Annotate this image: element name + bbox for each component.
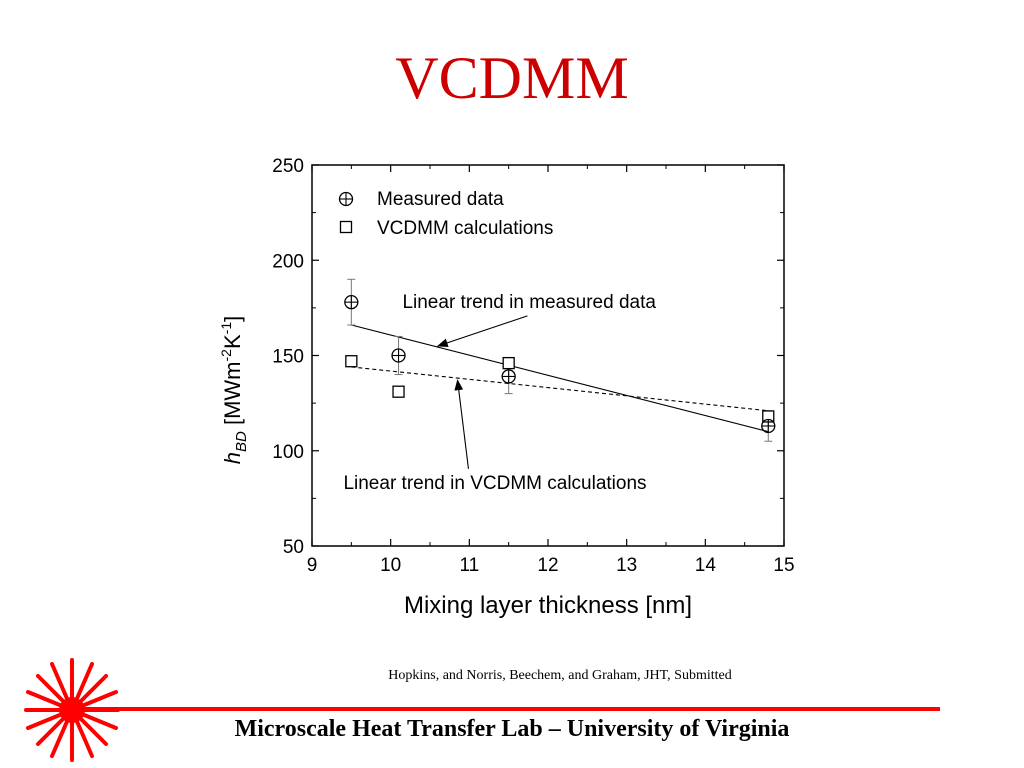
- y-tick-label: 100: [272, 442, 304, 463]
- trend-line-vcdmm: [351, 366, 769, 412]
- x-tick-label: 9: [307, 555, 318, 576]
- vcdmm-point: [345, 355, 358, 368]
- trend-line-measured: [351, 324, 769, 433]
- vcdmm-point: [392, 385, 405, 398]
- legend-label-measured: Measured data: [377, 189, 504, 210]
- citation: Hopkins, and Norris, Beechem, and Graham…: [388, 668, 732, 683]
- x-tick-label: 13: [616, 555, 637, 576]
- vcdmm-point: [502, 356, 515, 370]
- slide-title: VCDMM: [395, 45, 629, 111]
- x-tick-label: 11: [459, 555, 479, 576]
- x-tick-label: 12: [537, 555, 558, 576]
- arrow-measured-trend: [436, 315, 528, 347]
- annotation-measured-trend: Linear trend in measured data: [402, 292, 656, 313]
- legend-label-vcdmm: VCDMM calculations: [377, 218, 553, 239]
- annotation-vcdmm-trend: Linear trend in VCDMM calculations: [343, 473, 646, 494]
- footer-rule: [60, 707, 940, 711]
- legend-marker-vcdmm: [339, 220, 353, 234]
- y-axis-label: hBD [MWm-2K-1]: [218, 316, 250, 464]
- y-tick-label: 50: [283, 537, 304, 558]
- svg-text:hBD [MWm-2K-1]: hBD [MWm-2K-1]: [218, 316, 250, 464]
- red-sunburst-logo-icon: [24, 658, 120, 762]
- y-tick-label: 150: [272, 347, 304, 368]
- footer-text: Microscale Heat Transfer Lab – Universit…: [234, 716, 790, 742]
- x-axis-label: Mixing layer thickness [nm]: [404, 592, 692, 619]
- x-tick-label: 10: [380, 555, 401, 576]
- y-tick-label: 200: [272, 251, 304, 272]
- x-tick-label: 14: [695, 555, 717, 576]
- x-tick-label: 15: [773, 555, 794, 576]
- chart: 9 10 11 12 13 14 15 50 100 150 200 250 Measured data…: [218, 156, 795, 619]
- y-tick-label: 250: [272, 156, 304, 177]
- arrow-vcdmm-trend: [454, 379, 470, 469]
